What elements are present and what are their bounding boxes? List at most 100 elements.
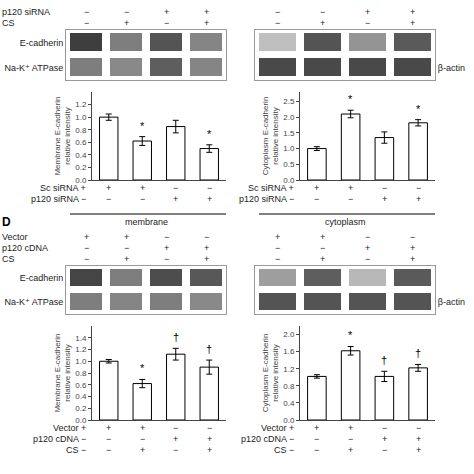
svg-text:0.4: 0.4 xyxy=(75,392,87,401)
svg-text:−: − xyxy=(348,194,353,204)
svg-text:0.8: 0.8 xyxy=(283,382,295,391)
svg-text:+: + xyxy=(348,423,353,433)
svg-text:+: + xyxy=(314,423,319,433)
svg-text:+: + xyxy=(410,18,415,28)
svg-text:1.6: 1.6 xyxy=(283,347,295,356)
svg-text:−: − xyxy=(106,194,111,204)
svg-text:CS: CS xyxy=(2,254,15,264)
svg-text:−: − xyxy=(106,434,111,444)
svg-text:0.6: 0.6 xyxy=(75,381,87,390)
svg-text:*: * xyxy=(140,120,145,132)
svg-text:+: + xyxy=(410,243,415,253)
svg-text:−: − xyxy=(275,7,280,17)
svg-text:+: + xyxy=(348,445,353,455)
svg-text:E-cadherin: E-cadherin xyxy=(20,38,64,48)
svg-text:−: − xyxy=(275,254,280,264)
svg-text:+: + xyxy=(207,434,212,444)
svg-text:+: + xyxy=(106,423,111,433)
svg-text:+: + xyxy=(173,194,178,204)
svg-text:β-actin: β-actin xyxy=(438,297,465,307)
svg-text:+: + xyxy=(320,232,325,242)
svg-text:Cytoplasm E-cadherinrelative i: Cytoplasm E-cadherinrelative intensity xyxy=(261,334,280,413)
svg-text:Cytoplasm E-cadherinrelative i: Cytoplasm E-cadherinrelative intensity xyxy=(261,97,280,176)
svg-text:+: + xyxy=(204,7,209,17)
svg-text:−: − xyxy=(140,194,145,204)
svg-text:+: + xyxy=(275,232,280,242)
svg-text:p120 siRNA: p120 siRNA xyxy=(2,7,50,17)
svg-text:1.2: 1.2 xyxy=(75,345,87,354)
svg-text:+: + xyxy=(204,243,209,253)
svg-text:−: − xyxy=(275,243,280,253)
svg-text:−: − xyxy=(365,232,370,242)
svg-text:p120 siRNA −: p120 siRNA − xyxy=(31,194,86,204)
svg-text:*: * xyxy=(207,128,212,140)
svg-text:−: − xyxy=(382,183,387,193)
svg-text:0.5: 0.5 xyxy=(283,160,295,169)
svg-text:Sc siRNA +: Sc siRNA + xyxy=(40,183,86,193)
svg-text:+: + xyxy=(382,194,387,204)
svg-text:−: − xyxy=(106,445,111,455)
svg-text:1.4: 1.4 xyxy=(75,334,87,343)
svg-text:CS −: CS − xyxy=(274,445,294,455)
svg-text:cytoplasm: cytoplasm xyxy=(325,217,366,227)
svg-text:Membrane E-cadherinrelative in: Membrane E-cadherinrelative intensity xyxy=(53,96,72,175)
svg-text:+: + xyxy=(106,183,111,193)
svg-text:Na-K⁺ ATPase: Na-K⁺ ATPase xyxy=(5,63,64,73)
svg-text:+: + xyxy=(140,423,145,433)
svg-text:−: − xyxy=(204,232,209,242)
svg-text:*: * xyxy=(348,93,353,105)
svg-text:+: + xyxy=(416,194,421,204)
svg-text:0.8: 0.8 xyxy=(75,369,87,378)
svg-text:0.0: 0.0 xyxy=(283,416,295,425)
svg-text:−: − xyxy=(365,18,370,28)
svg-text:1.2: 1.2 xyxy=(283,365,295,374)
svg-text:−: − xyxy=(84,243,89,253)
svg-text:0.6: 0.6 xyxy=(75,138,87,147)
svg-text:*: * xyxy=(416,103,421,115)
svg-text:0.0: 0.0 xyxy=(75,176,87,185)
svg-text:2.5: 2.5 xyxy=(283,97,295,106)
svg-text:0.0: 0.0 xyxy=(75,416,87,425)
svg-text:Membrane E-cadherinrelative in: Membrane E-cadherinrelative intensity xyxy=(53,333,72,412)
svg-text:−: − xyxy=(173,423,178,433)
svg-text:+: + xyxy=(204,254,209,264)
svg-text:+: + xyxy=(410,254,415,264)
svg-text:−: − xyxy=(207,183,212,193)
svg-text:+: + xyxy=(124,18,129,28)
svg-text:0.2: 0.2 xyxy=(75,404,87,413)
svg-text:D: D xyxy=(2,215,11,229)
svg-text:−: − xyxy=(314,445,319,455)
svg-text:membrane: membrane xyxy=(125,217,168,227)
svg-text:+: + xyxy=(124,232,129,242)
svg-text:−: − xyxy=(314,434,319,444)
svg-text:0.8: 0.8 xyxy=(75,126,87,135)
svg-text:−: − xyxy=(173,445,178,455)
svg-text:−: − xyxy=(314,194,319,204)
svg-text:+: + xyxy=(365,243,370,253)
svg-text:Vector +: Vector + xyxy=(53,423,86,433)
svg-text:−: − xyxy=(410,232,415,242)
svg-text:p120 cDNA: p120 cDNA xyxy=(2,243,48,253)
svg-text:+: + xyxy=(140,183,145,193)
svg-text:−: − xyxy=(275,18,280,28)
svg-text:+: + xyxy=(320,18,325,28)
svg-text:E-cadherin: E-cadherin xyxy=(20,273,64,283)
svg-text:−: − xyxy=(382,423,387,433)
svg-text:†: † xyxy=(381,354,387,366)
svg-text:†: † xyxy=(415,347,421,359)
svg-text:†: † xyxy=(206,343,212,355)
svg-text:−: − xyxy=(140,434,145,444)
svg-text:−: − xyxy=(124,243,129,253)
svg-text:0.0: 0.0 xyxy=(283,176,295,185)
svg-text:1.2: 1.2 xyxy=(75,100,87,109)
svg-text:Na-K⁺ ATPase: Na-K⁺ ATPase xyxy=(5,297,64,307)
svg-text:+: + xyxy=(124,254,129,264)
svg-text:+: + xyxy=(204,18,209,28)
svg-text:+: + xyxy=(416,445,421,455)
svg-text:−: − xyxy=(416,423,421,433)
svg-text:−: − xyxy=(84,18,89,28)
svg-text:−: − xyxy=(84,7,89,17)
svg-text:+: + xyxy=(348,183,353,193)
svg-text:1.0: 1.0 xyxy=(283,144,295,153)
svg-text:+: + xyxy=(164,243,169,253)
